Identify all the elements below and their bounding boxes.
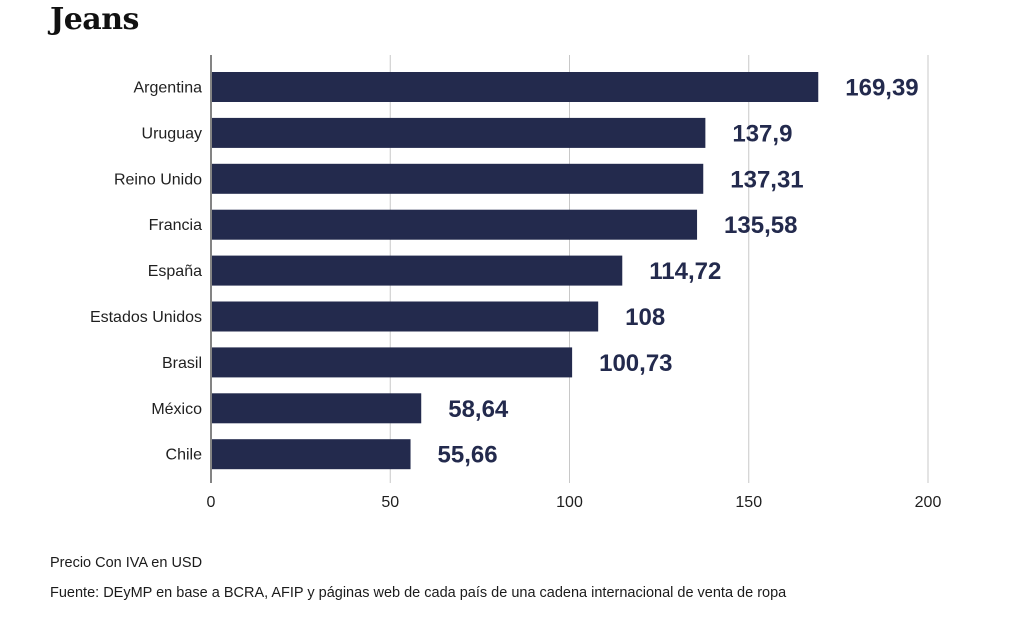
x-tick-layer: 0 50 100 150 200: [207, 494, 942, 511]
value-label: 137,31: [730, 166, 803, 193]
category-label: México: [151, 401, 202, 418]
category-label: Chile: [166, 447, 203, 464]
bar-reino-unido: [212, 163, 704, 194]
x-tick-label: 100: [556, 494, 583, 511]
x-tick-label: 150: [735, 494, 762, 511]
bar-uruguay: [212, 117, 706, 148]
bar-chart: Argentina Uruguay Reino Unido Francia España…: [90, 55, 942, 511]
value-label: 114,72: [649, 258, 721, 285]
bar-estados-unidos: [212, 301, 599, 332]
x-tick-label: 0: [207, 494, 216, 511]
bar-layer: [212, 72, 819, 470]
x-tick-label: 200: [915, 494, 942, 511]
category-label: Brasil: [162, 355, 202, 372]
value-label: 169,39: [845, 75, 918, 102]
category-label: Francia: [149, 217, 202, 234]
category-label-layer: Argentina Uruguay Reino Unido Francia España…: [90, 80, 202, 464]
category-label: Reino Unido: [114, 171, 202, 188]
category-label: Estados Unidos: [90, 309, 202, 326]
value-label: 137,9: [732, 120, 792, 147]
value-label: 108: [625, 304, 665, 331]
unit-note: Precio Con IVA en USD: [50, 555, 203, 571]
value-label: 135,58: [724, 212, 797, 239]
category-label: Argentina: [134, 80, 203, 97]
bar-españa: [212, 255, 623, 286]
value-label: 58,64: [448, 396, 509, 423]
chart-title: Jeans: [50, 2, 139, 37]
category-label: España: [148, 263, 202, 280]
bar-francia: [212, 209, 698, 240]
category-label: Uruguay: [142, 125, 202, 142]
bar-argentina: [212, 72, 819, 102]
bar-brasil: [212, 347, 573, 378]
value-label: 55,66: [438, 442, 498, 469]
x-tick-label: 50: [381, 494, 399, 511]
source-note: Fuente: DEyMP en base a BCRA, AFIP y pág…: [50, 585, 787, 601]
bar-méxico: [212, 393, 422, 424]
value-label: 100,73: [599, 350, 672, 377]
bar-chile: [212, 439, 411, 470]
